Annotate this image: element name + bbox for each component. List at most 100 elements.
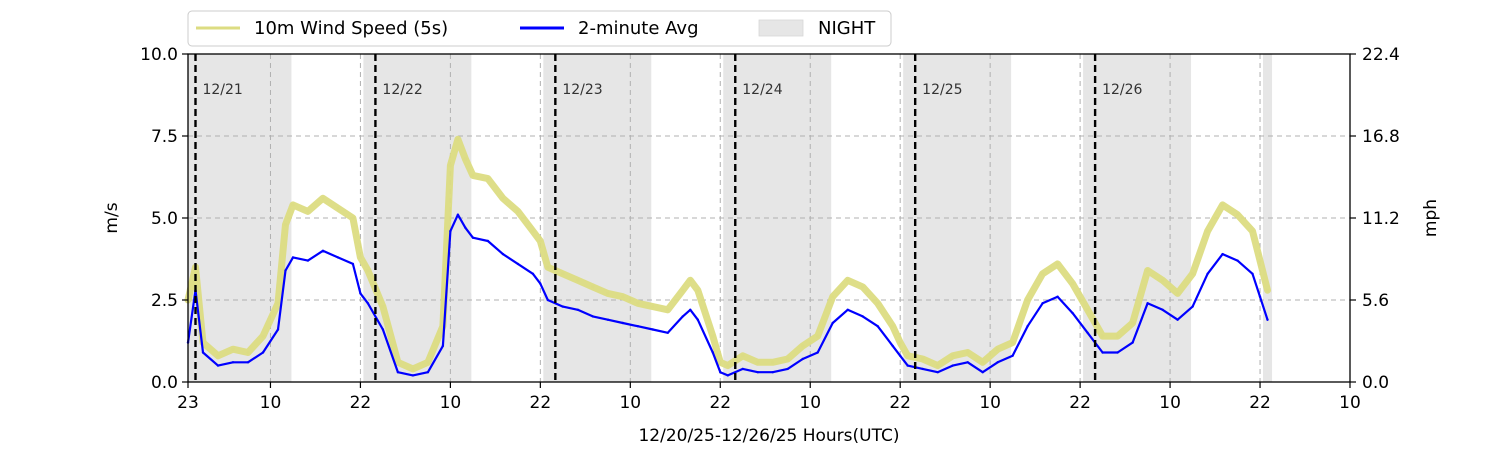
series-point-10m-wind-speed-5s-11 [321,196,325,200]
series-point-10m-wind-speed-5s-79 [1235,213,1240,217]
y-axis-right-ticks: 0.0 5.6 11.2 16.8 22.4 [1350,45,1400,393]
series-point-2-minute-avg-39 [681,315,684,318]
x-axis-label: 12/20/25-12/26/25 Hours(UTC) [638,426,899,446]
legend-swatch-night [758,19,804,37]
x-tick-label-10: 22 [1069,393,1091,413]
series-point-2-minute-avg-17 [396,371,400,374]
series-point-2-minute-avg-80 [1251,272,1254,275]
y-axis-left-label: m/s [102,202,122,233]
series-point-10m-wind-speed-5s-49 [801,344,805,348]
series-point-2-minute-avg-9 [291,256,295,259]
date-marker-layer: 12/21 12/22 12/23 12/24 12/25 12/26 [194,54,1143,382]
night-band-6 [1263,54,1273,382]
series-point-2-minute-avg-29 [539,282,542,285]
series-point-10m-wind-speed-5s-72 [1131,321,1135,325]
series-point-10m-wind-speed-5s-73 [1146,268,1150,273]
series-point-2-minute-avg-69 [1086,331,1089,334]
series-point-2-minute-avg-12 [336,256,340,259]
series-point-2-minute-avg-24 [471,236,475,239]
series-point-2-minute-avg-79 [1236,259,1239,262]
x-tick-label-0: 23 [177,393,199,413]
legend: 10m Wind Speed (5s) 2-minute Avg NIGHT [187,10,892,47]
series-point-10m-wind-speed-5s-6 [261,334,265,338]
series-point-2-minute-avg-31 [561,305,564,308]
series-point-10m-wind-speed-5s-48 [786,357,790,361]
y-right-tick-label-2: 11.2 [1362,209,1400,229]
series-point-2-minute-avg-41 [696,318,699,321]
series-point-2-minute-avg-14 [359,292,362,295]
series-point-2-minute-avg-10 [306,259,310,262]
y-left-tick-label-1: 2.5 [151,291,178,311]
series-point-2-minute-avg-26 [501,252,505,256]
series-point-2-minute-avg-18 [411,374,415,377]
series-point-10m-wind-speed-5s-31 [561,272,565,276]
series-point-10m-wind-speed-5s-62 [981,360,985,364]
series-point-10m-wind-speed-5s-46 [756,360,760,364]
series-point-10m-wind-speed-5s-17 [396,360,400,364]
series-point-2-minute-avg-36 [636,325,639,328]
x-tick-label-5: 10 [619,393,641,413]
series-point-10m-wind-speed-5s-39 [681,288,685,292]
series-point-10m-wind-speed-5s-60 [951,354,955,358]
series-point-2-minute-avg-4 [231,361,235,364]
series-point-10m-wind-speed-5s-21 [448,163,452,168]
series-point-2-minute-avg-25 [486,239,490,243]
series-point-10m-wind-speed-5s-7 [276,301,280,305]
series-point-2-minute-avg-8 [284,269,287,272]
series-point-10m-wind-speed-5s-71 [1116,334,1120,338]
series-point-10m-wind-speed-5s-16 [381,305,385,309]
y-axis-right-label: mph [1421,199,1441,237]
series-point-2-minute-avg-2 [201,351,205,354]
series-point-2-minute-avg-78 [1221,252,1224,256]
date-marker-label-3: 12/24 [742,82,782,98]
series-point-2-minute-avg-37 [651,328,654,331]
series-point-2-minute-avg-52 [846,308,849,311]
series-point-10m-wind-speed-5s-51 [831,295,835,299]
series-point-2-minute-avg-15 [366,302,370,305]
series-point-10m-wind-speed-5s-13 [351,216,355,220]
series-point-2-minute-avg-77 [1206,272,1209,275]
series-point-2-minute-avg-67 [1056,295,1059,298]
series-point-2-minute-avg-35 [621,321,624,325]
series-point-10m-wind-speed-5s-15 [366,268,370,273]
series-point-10m-wind-speed-5s-57 [906,354,910,358]
series-point-2-minute-avg-59 [936,371,939,374]
series-point-10m-wind-speed-5s-67 [1056,262,1060,266]
series-point-2-minute-avg-3 [216,364,220,367]
date-marker-label-4: 12/25 [922,82,962,98]
series-point-10m-wind-speed-5s-80 [1250,229,1255,233]
series-point-10m-wind-speed-5s-36 [636,301,640,305]
series-point-10m-wind-speed-5s-28 [531,229,535,233]
series-point-2-minute-avg-61 [966,361,969,364]
series-point-10m-wind-speed-5s-3 [216,354,220,358]
series-point-10m-wind-speed-5s-32 [576,278,580,282]
series-point-10m-wind-speed-5s-52 [846,278,850,282]
x-tick-label-8: 22 [889,393,911,413]
series-point-10m-wind-speed-5s-10 [306,209,310,213]
series-point-10m-wind-speed-5s-5 [246,350,250,355]
y-right-tick-label-4: 22.4 [1362,45,1400,65]
series-point-10m-wind-speed-5s-63 [996,347,1000,351]
series-point-10m-wind-speed-5s-65 [1026,298,1030,302]
series-point-2-minute-avg-49 [801,357,804,361]
series-point-2-minute-avg-55 [891,344,894,348]
legend-label-night: NIGHT [818,18,876,39]
date-marker-label-2: 12/23 [562,82,602,98]
series-point-2-minute-avg-75 [1176,318,1179,321]
x-tick-label-9: 10 [979,393,1001,413]
series-point-2-minute-avg-40 [689,308,692,311]
series-point-10m-wind-speed-5s-47 [771,360,775,364]
series-point-10m-wind-speed-5s-9 [291,203,295,207]
series-point-10m-wind-speed-5s-59 [936,364,940,368]
series-point-2-minute-avg-34 [606,318,609,321]
series-point-2-minute-avg-42 [711,351,714,354]
x-tick-label-7: 10 [799,393,821,413]
series-point-2-minute-avg-64 [1011,354,1014,357]
series-point-10m-wind-speed-5s-8 [283,223,288,227]
series-point-2-minute-avg-38 [666,331,669,334]
series-point-2-minute-avg-65 [1026,325,1029,328]
y-right-tick-label-3: 16.8 [1362,127,1400,147]
x-tick-label-11: 10 [1159,393,1181,413]
series-point-2-minute-avg-51 [831,321,834,325]
